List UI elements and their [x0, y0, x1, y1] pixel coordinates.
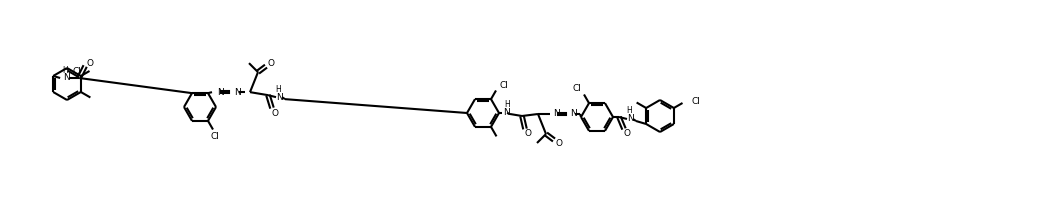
Text: O: O — [525, 129, 532, 138]
Text: N: N — [627, 114, 634, 124]
Text: Cl: Cl — [72, 66, 82, 75]
Text: N: N — [234, 88, 240, 97]
Text: Cl: Cl — [572, 84, 581, 93]
Text: O: O — [267, 59, 275, 68]
Text: H: H — [504, 100, 510, 109]
Text: H: H — [63, 66, 68, 75]
Text: H: H — [626, 106, 632, 115]
Text: O: O — [86, 58, 94, 68]
Text: N: N — [63, 73, 70, 82]
Text: Cl: Cl — [692, 97, 700, 106]
Text: O: O — [624, 129, 631, 138]
Text: Cl: Cl — [211, 132, 219, 141]
Text: N: N — [217, 88, 223, 97]
Text: N: N — [553, 109, 560, 119]
Text: O: O — [271, 109, 279, 118]
Text: N: N — [570, 109, 577, 119]
Text: H: H — [276, 85, 281, 94]
Text: N: N — [503, 109, 510, 118]
Text: N: N — [276, 93, 283, 102]
Text: O: O — [555, 138, 563, 148]
Text: Cl: Cl — [499, 81, 508, 90]
